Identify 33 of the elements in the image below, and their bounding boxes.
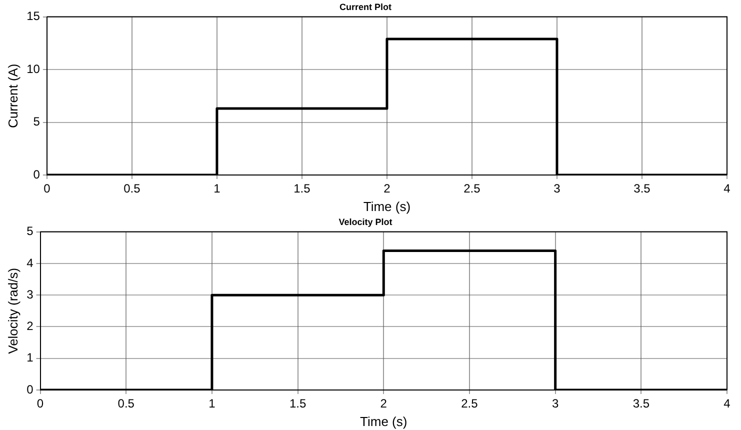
y-tick-label: 1 (26, 350, 34, 365)
x-tick-label: 2.5 (464, 182, 481, 196)
x-axis-title: Time (s) (360, 414, 408, 429)
x-tick-label: 4 (724, 396, 731, 411)
y-tick-label: 2 (26, 319, 34, 334)
x-tick-label: 3.5 (634, 182, 651, 196)
x-tick-label: 1 (214, 182, 221, 196)
x-tick-label: 1.5 (289, 396, 306, 411)
x-tick-label: 2 (380, 396, 388, 411)
x-tick-label: 2 (384, 182, 391, 196)
chart-title: Current Plot (339, 2, 392, 12)
y-tick-label: 10 (26, 62, 40, 76)
x-tick-label: 3.5 (632, 396, 650, 411)
y-tick-label: 0 (33, 167, 40, 182)
y-tick-label: 5 (26, 224, 34, 238)
x-tick-label: 3 (552, 396, 559, 411)
y-axis-title: Velocity (rad/s) (5, 268, 20, 354)
x-tick-label: 1 (208, 396, 216, 411)
x-tick-label: 0.5 (124, 182, 141, 196)
x-tick-label: 0.5 (118, 396, 135, 411)
y-tick-label: 0 (26, 382, 34, 396)
y-tick-label: 3 (26, 287, 34, 302)
x-tick-label: 4 (724, 182, 731, 196)
x-tick-label: 2.5 (461, 396, 478, 411)
y-tick-label: 4 (26, 256, 34, 270)
y-tick-label: 5 (33, 114, 40, 129)
x-tick-label: 3 (554, 182, 561, 196)
y-axis-title: Current (A) (5, 64, 20, 128)
chart-title: Velocity Plot (338, 216, 392, 227)
y-tick-label: 15 (26, 9, 40, 24)
x-axis-title: Time (s) (363, 198, 411, 214)
x-tick-label: 0 (44, 182, 51, 196)
x-tick-label: 1.5 (294, 182, 311, 196)
